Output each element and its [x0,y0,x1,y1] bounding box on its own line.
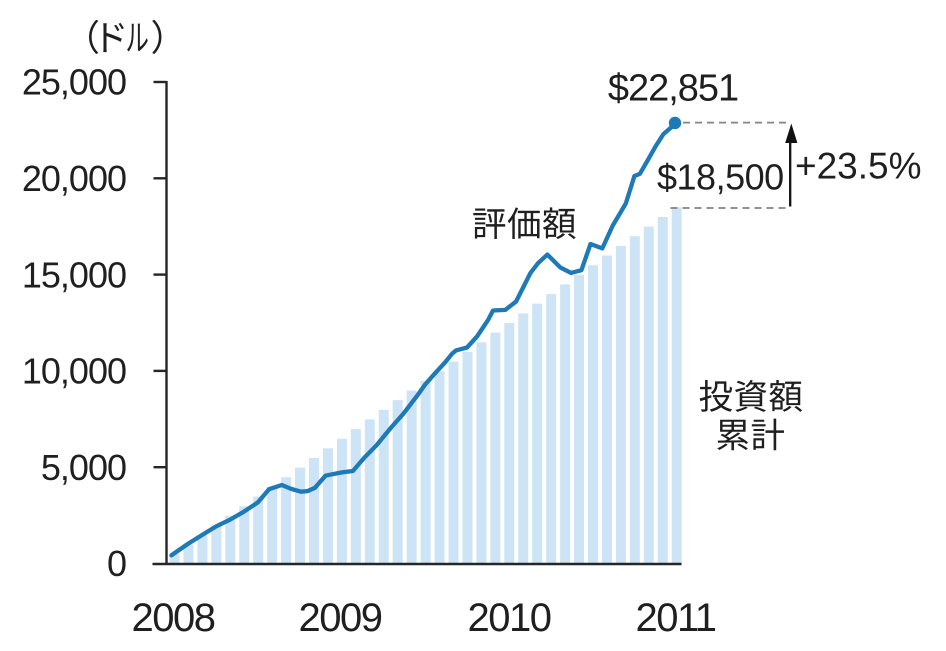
svg-text:20,000: 20,000 [22,158,126,199]
svg-text:$18,500: $18,500 [657,157,784,198]
svg-text:2011: 2011 [635,596,715,640]
svg-text:5,000: 5,000 [41,447,126,488]
svg-text:+23.5%: +23.5% [795,146,922,187]
svg-text:2010: 2010 [468,596,551,640]
svg-text:10,000: 10,000 [22,351,126,392]
svg-text:15,000: 15,000 [22,254,126,295]
svg-text:25,000: 25,000 [22,62,126,103]
svg-text:2008: 2008 [132,596,215,640]
svg-text:2009: 2009 [299,596,382,640]
svg-text:0: 0 [107,543,126,584]
svg-text:$22,851: $22,851 [608,67,738,109]
